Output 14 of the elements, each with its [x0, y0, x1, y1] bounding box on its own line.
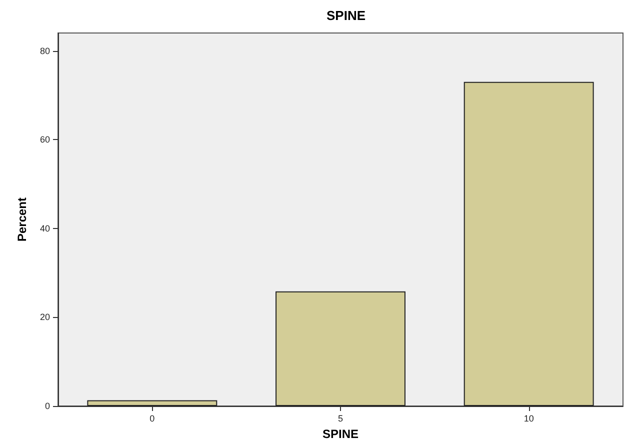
x-tick-label: 10: [524, 414, 534, 424]
chart-title: SPINE: [326, 8, 366, 23]
y-axis-title: Percent: [15, 197, 29, 242]
y-tick-label: 60: [40, 134, 50, 145]
y-tick-label: 40: [40, 223, 50, 234]
x-tick-label: 0: [150, 414, 155, 424]
x-tick-label: 5: [338, 414, 344, 424]
y-tick-label: 20: [40, 312, 50, 322]
bar: [464, 82, 594, 406]
bar: [276, 291, 406, 406]
bar: [87, 400, 218, 406]
y-tick-label: 0: [44, 401, 50, 411]
y-tick-label: 80: [40, 46, 50, 56]
x-axis-title: SPINE: [322, 427, 359, 441]
